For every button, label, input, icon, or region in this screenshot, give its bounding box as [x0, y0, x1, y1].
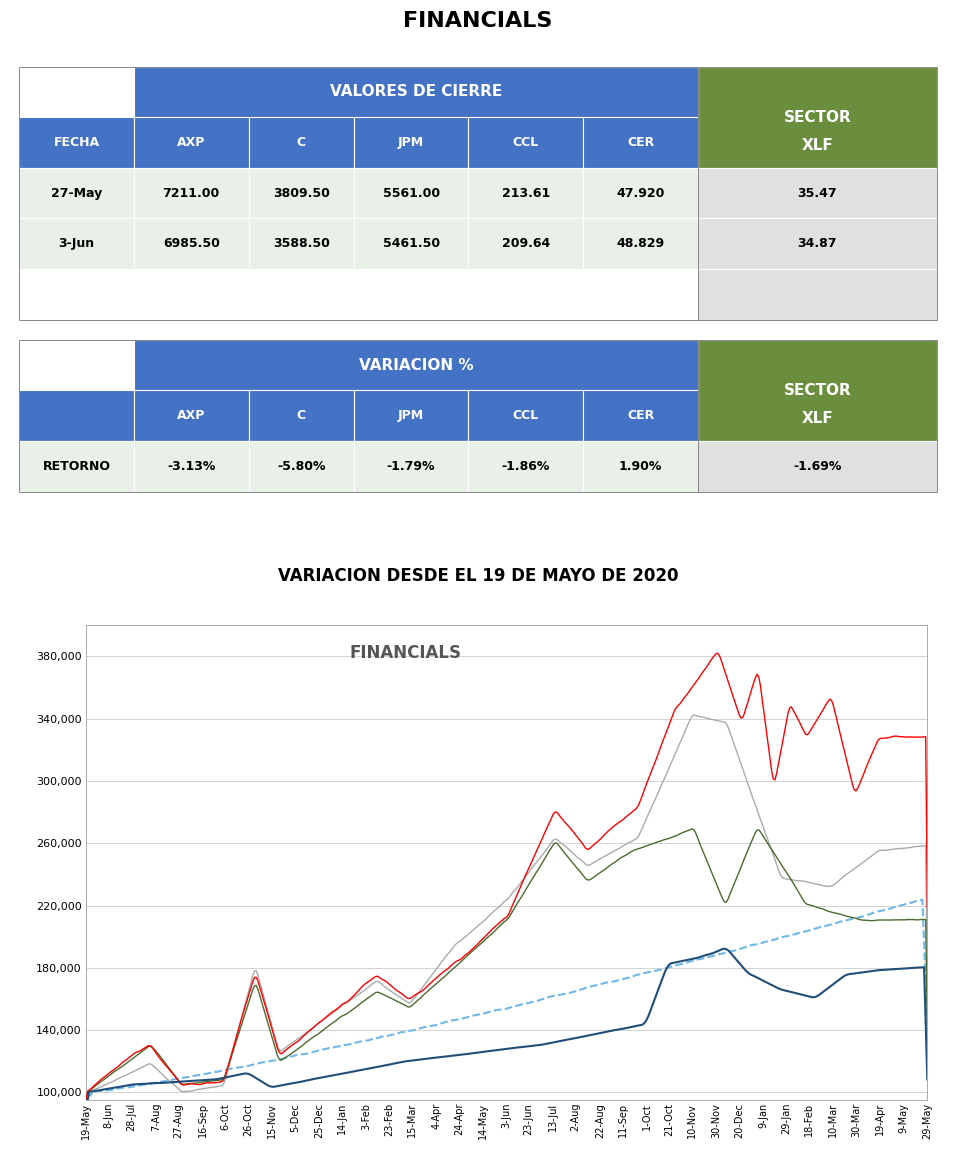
Bar [698, 339, 937, 441]
Bar [19, 441, 134, 492]
Bar [354, 168, 468, 219]
Bar [249, 168, 354, 219]
Bar [583, 168, 698, 219]
Text: C: C [296, 409, 306, 423]
Bar [354, 390, 468, 441]
Bar [354, 117, 468, 168]
Text: FECHA: FECHA [54, 135, 99, 149]
Bar [583, 269, 698, 320]
Bar [134, 390, 249, 441]
Text: FINANCIALS: FINANCIALS [350, 644, 462, 662]
Bar [698, 441, 937, 492]
Bar [698, 67, 937, 168]
Bar [583, 219, 698, 269]
Text: 1.90%: 1.90% [619, 460, 663, 472]
Text: XLF: XLF [801, 411, 834, 426]
Text: 7211.00: 7211.00 [163, 186, 220, 199]
Bar [134, 441, 249, 492]
Bar [354, 441, 468, 492]
Bar [698, 67, 937, 320]
Bar [134, 168, 249, 219]
Bar [583, 390, 698, 441]
Text: 6985.50: 6985.50 [163, 237, 220, 250]
Text: CER: CER [627, 135, 654, 149]
Text: 27-May: 27-May [51, 186, 102, 199]
Text: C: C [296, 135, 306, 149]
Text: 34.87: 34.87 [797, 237, 837, 250]
Bar [583, 117, 698, 168]
Text: JPM: JPM [398, 409, 424, 423]
Text: 35.47: 35.47 [797, 186, 837, 199]
Bar [134, 117, 249, 168]
Text: VARIACION DESDE EL 19 DE MAYO DE 2020: VARIACION DESDE EL 19 DE MAYO DE 2020 [278, 566, 678, 585]
Bar [134, 67, 698, 117]
Bar [698, 339, 937, 492]
Text: CCL: CCL [512, 135, 539, 149]
Bar [19, 390, 134, 441]
Text: 3588.50: 3588.50 [272, 237, 330, 250]
Bar [249, 269, 354, 320]
Bar [468, 390, 583, 441]
Text: SECTOR: SECTOR [784, 110, 851, 125]
Text: RETORNO: RETORNO [42, 460, 111, 472]
Text: CER: CER [627, 409, 654, 423]
Text: VALORES DE CIERRE: VALORES DE CIERRE [330, 85, 502, 100]
Text: 48.829: 48.829 [617, 237, 664, 250]
Bar [468, 219, 583, 269]
Bar [698, 269, 937, 320]
Text: XLF: XLF [801, 138, 834, 153]
Text: -1.86%: -1.86% [502, 460, 550, 472]
Text: 47.920: 47.920 [617, 186, 664, 199]
Text: 3-Jun: 3-Jun [58, 237, 95, 250]
Text: CCL: CCL [512, 409, 539, 423]
Text: -3.13%: -3.13% [167, 460, 215, 472]
Bar [19, 339, 698, 492]
Text: -1.79%: -1.79% [387, 460, 435, 472]
Bar [19, 269, 134, 320]
Bar [468, 269, 583, 320]
Bar [134, 339, 698, 390]
Text: SECTOR: SECTOR [784, 383, 851, 398]
Bar [249, 219, 354, 269]
Bar [583, 441, 698, 492]
Text: 3809.50: 3809.50 [272, 186, 330, 199]
Text: FINANCIALS: FINANCIALS [403, 10, 553, 30]
Bar [468, 117, 583, 168]
Text: AXP: AXP [177, 135, 206, 149]
Bar [19, 219, 134, 269]
Text: 213.61: 213.61 [502, 186, 550, 199]
Bar [698, 168, 937, 219]
Bar [249, 117, 354, 168]
Bar [354, 269, 468, 320]
Bar [249, 390, 354, 441]
Text: -5.80%: -5.80% [277, 460, 325, 472]
Bar [19, 117, 134, 168]
Bar [468, 441, 583, 492]
Bar [19, 168, 134, 219]
Text: -1.69%: -1.69% [793, 460, 841, 472]
Bar [698, 219, 937, 269]
Bar [19, 339, 134, 390]
Bar [249, 441, 354, 492]
Bar [19, 67, 134, 117]
Text: VARIACION %: VARIACION % [358, 358, 473, 373]
Text: 5561.00: 5561.00 [382, 186, 440, 199]
Bar [134, 219, 249, 269]
Bar [468, 168, 583, 219]
Bar [354, 219, 468, 269]
Text: 5461.50: 5461.50 [382, 237, 440, 250]
Bar [134, 269, 249, 320]
Text: AXP: AXP [177, 409, 206, 423]
Bar [19, 67, 698, 320]
Text: JPM: JPM [398, 135, 424, 149]
Text: 209.64: 209.64 [502, 237, 550, 250]
